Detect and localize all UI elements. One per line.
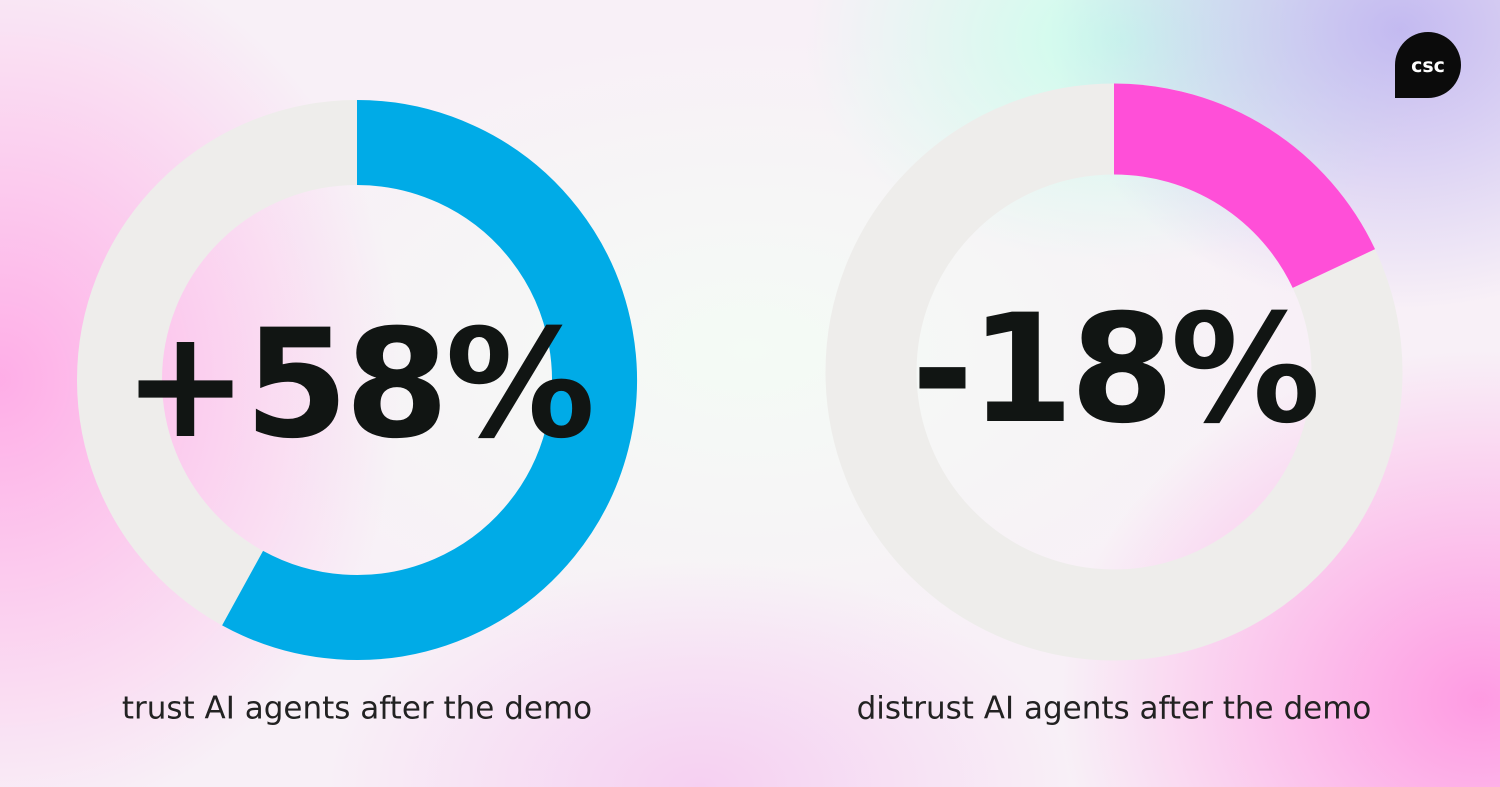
donut-arc	[222, 100, 637, 660]
value-label: -18%	[911, 283, 1316, 457]
donut-arc	[1113, 83, 1376, 289]
caption: trust AI agents after the demo	[122, 691, 592, 727]
logo-text: csc	[1411, 55, 1445, 77]
logo-badge	[1395, 32, 1461, 98]
caption: distrust AI agents after the demo	[857, 691, 1372, 727]
value-label: +58%	[123, 298, 592, 472]
